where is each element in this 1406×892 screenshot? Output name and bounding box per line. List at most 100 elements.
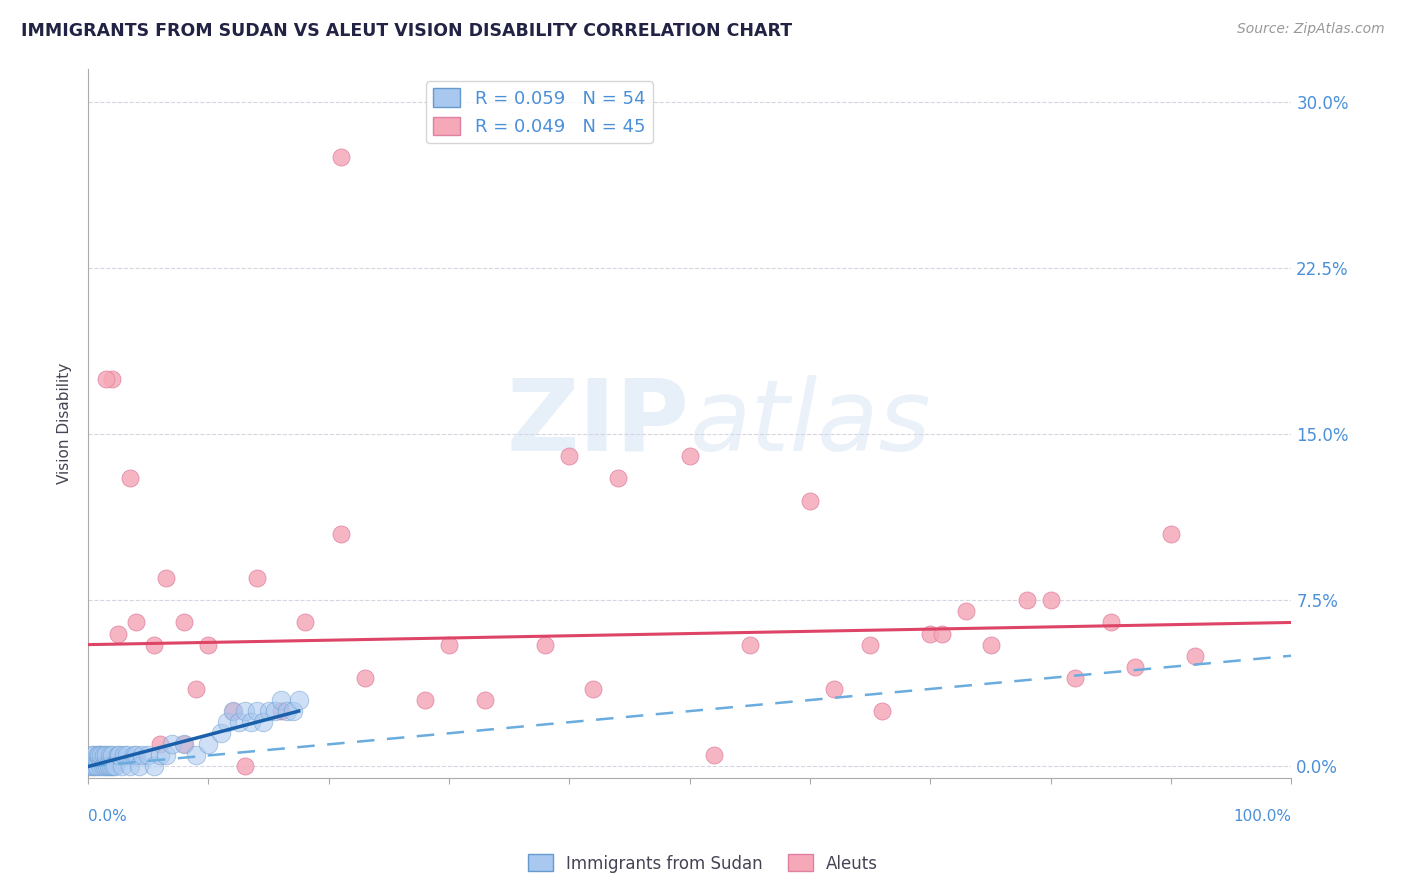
Point [112,748,135,763]
Legend: R = 0.059   N = 54, R = 0.049   N = 45: R = 0.059 N = 54, R = 0.049 N = 45 [426,81,652,144]
Point [93,748,115,763]
Point [246,704,269,718]
Point [354,671,377,685]
Point [87,748,110,763]
Point [108,748,131,763]
Text: atlas: atlas [690,375,931,472]
Point [96,372,118,386]
Point [96,759,118,773]
Point [703,748,725,763]
Point [120,471,142,485]
Text: Source: ZipAtlas.com: Source: ZipAtlas.com [1237,22,1385,37]
Point [186,681,208,696]
Point [115,748,138,763]
Point [980,638,1002,652]
Point [263,704,285,718]
Point [215,715,238,730]
Point [125,748,148,763]
Text: IMMIGRANTS FROM SUDAN VS ALEUT VISION DISABILITY CORRELATION CHART: IMMIGRANTS FROM SUDAN VS ALEUT VISION DI… [21,22,792,40]
Point [1063,671,1085,685]
Point [228,715,250,730]
Point [799,493,821,508]
Point [111,759,134,773]
Point [920,626,942,640]
Text: 0.0%: 0.0% [89,809,127,824]
Point [91,759,114,773]
Point [86,759,108,773]
Point [149,748,172,763]
Point [270,704,292,718]
Point [97,759,120,773]
Point [87,748,110,763]
Point [955,604,977,618]
Point [94,759,117,773]
Point [329,526,352,541]
Point [143,638,166,652]
Point [186,748,208,763]
Point [582,681,605,696]
Point [246,571,269,585]
Point [558,450,581,464]
Point [79,759,101,773]
Point [101,372,124,386]
Point [197,737,219,751]
Point [1039,593,1062,607]
Point [1160,526,1182,541]
Point [233,759,256,773]
Point [931,626,953,640]
Point [173,737,195,751]
Point [107,626,129,640]
Point [96,748,118,763]
Point [104,759,127,773]
Point [329,150,352,164]
Point [143,759,166,773]
Point [155,571,177,585]
Point [83,748,105,763]
Point [252,715,274,730]
Point [1123,660,1146,674]
Point [474,693,496,707]
Point [1015,593,1038,607]
Point [276,704,298,718]
Point [125,615,148,630]
Point [84,759,107,773]
Text: 100.0%: 100.0% [1233,809,1291,824]
Point [257,704,280,718]
Point [870,704,893,718]
Point [82,759,104,773]
Y-axis label: Vision Disability: Vision Disability [58,362,72,483]
Point [98,748,121,763]
Text: ZIP: ZIP [508,375,690,472]
Point [173,737,195,751]
Point [89,759,111,773]
Point [149,737,172,751]
Point [107,748,129,763]
Point [103,759,125,773]
Point [606,471,628,485]
Point [1184,648,1206,663]
Point [270,693,292,707]
Point [281,704,304,718]
Point [101,748,124,763]
Point [155,748,177,763]
Point [131,748,153,763]
Point [287,693,309,707]
Point [221,704,243,718]
Point [162,737,184,751]
Point [239,715,262,730]
Point [233,704,256,718]
Point [859,638,882,652]
Point [209,726,232,740]
Point [197,638,219,652]
Point [679,450,702,464]
Point [120,759,142,773]
Point [294,615,316,630]
Point [1099,615,1122,630]
Point [221,704,243,718]
Point [136,748,159,763]
Point [90,748,112,763]
Point [80,748,103,763]
Point [122,748,145,763]
Point [128,759,150,773]
Point [77,759,100,773]
